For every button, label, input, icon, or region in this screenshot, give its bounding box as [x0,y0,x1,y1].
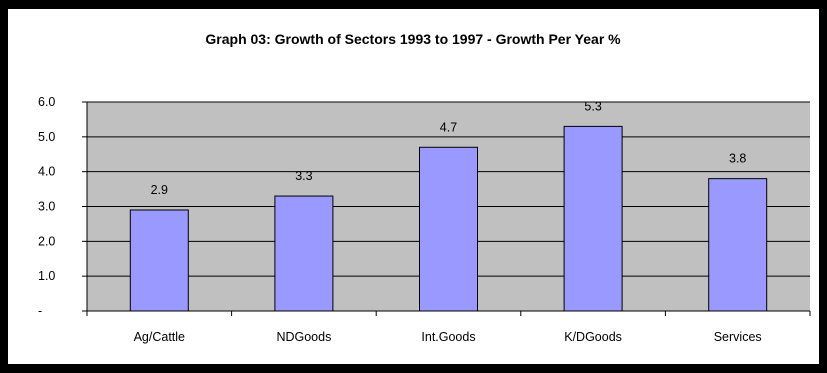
y-tick-label: - [38,304,42,318]
y-tick-label: 4.0 [38,165,55,179]
data-label: 4.7 [440,120,457,134]
x-tick-label: Services [714,330,762,344]
data-label: 3.8 [729,152,746,166]
x-tick-label: K/DGoods [564,330,622,344]
x-tick-label: Ag/Cattle [134,330,185,344]
chart-title: Graph 03: Growth of Sectors 1993 to 1997… [205,31,621,47]
bar [129,209,189,312]
bar [563,125,623,312]
y-tick-label: 3.0 [38,200,55,214]
chart-frame: Graph 03: Growth of Sectors 1993 to 1997… [8,9,819,364]
data-label: 5.3 [584,99,601,113]
x-tick-label: NDGoods [276,330,331,344]
y-tick-label: 5.0 [38,130,55,144]
x-tick-label: Int.Goods [421,330,475,344]
bar [419,146,478,312]
data-label: 2.9 [151,183,168,197]
y-tick-label: 1.0 [38,269,55,283]
data-label: 3.3 [295,169,312,183]
bar [274,195,334,312]
bar-chart: Graph 03: Growth of Sectors 1993 to 1997… [38,31,811,344]
y-tick-label: 6.0 [38,95,55,109]
y-tick-label: 2.0 [38,234,55,248]
bar [708,178,768,312]
